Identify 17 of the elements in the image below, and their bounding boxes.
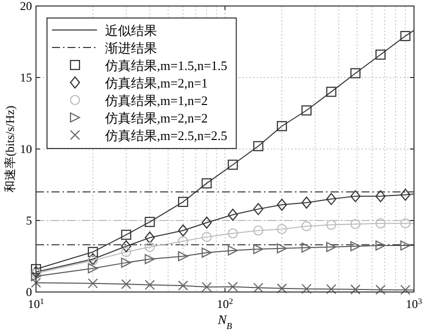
y-tick-label: 10: [20, 142, 32, 156]
y-tick-label: 5: [26, 214, 32, 228]
x-tick-label: 10$^{3}$: [406, 296, 422, 311]
legend-label: 近似结果: [105, 23, 157, 38]
legend-label: 仿真结果,m=2,n=2: [104, 110, 208, 126]
legend-label: 仿真结果,m=2.5,n=2.5: [104, 128, 228, 143]
y-tick-label: 15: [20, 70, 32, 84]
y-axis-title: 和速率(bits/s/Hz): [3, 106, 17, 192]
x-tick-label: 10$^{2}$: [216, 296, 234, 311]
legend-label: 仿真结果,m=1,n=2: [104, 93, 208, 108]
x-axis-title: N$_{B}$: [216, 312, 233, 330]
x-tick-label: 10$^{1}$: [28, 296, 44, 311]
legend-label: 仿真结果,m=2,n=1: [104, 76, 208, 90]
y-tick-label: 20: [20, 0, 32, 13]
legend-label: 渐进结果: [105, 40, 157, 56]
y-tick-label: 0: [26, 285, 32, 299]
legend-label: 仿真结果,m=1.5,n=1.5: [104, 58, 228, 73]
